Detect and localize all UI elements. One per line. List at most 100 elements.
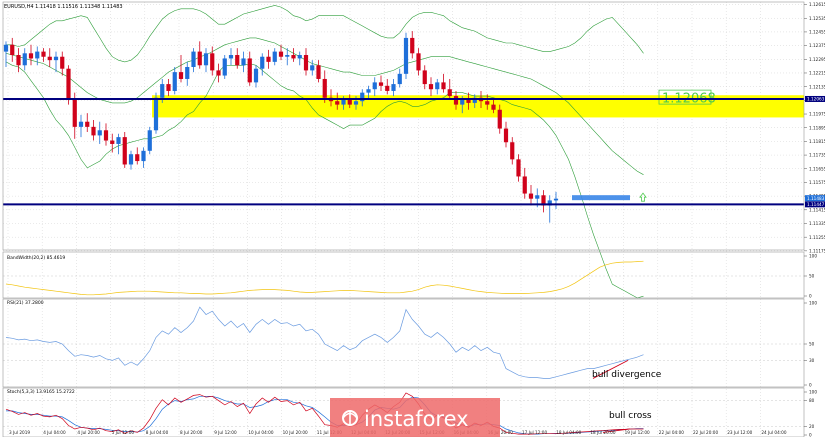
candle [428, 77, 434, 97]
time-tick-label: 11 Jul 12:00 [317, 430, 342, 435]
candle [278, 44, 284, 61]
candle-body [503, 128, 509, 143]
candle-body [85, 121, 90, 127]
candle [316, 60, 321, 83]
candle-body [516, 159, 521, 177]
candle [547, 195, 552, 223]
bollinger-upper [6, 5, 644, 63]
candle-body [303, 55, 309, 71]
candle-body [403, 37, 409, 74]
candle-body [53, 56, 59, 61]
price-tick-label: 1.11415 [809, 207, 825, 212]
candle [235, 48, 240, 69]
candle-body [285, 55, 290, 57]
price-tick-label: 1.11655 [809, 166, 825, 171]
candle-body [122, 137, 127, 165]
candle [253, 65, 259, 88]
candle-body [60, 56, 65, 69]
candle-body [41, 51, 46, 57]
indicator-tick-label: 20 [809, 424, 815, 429]
candle [141, 147, 146, 168]
candle [222, 55, 227, 79]
candle [3, 41, 9, 67]
price-tag-label: 1.11483 [807, 196, 825, 201]
candle-body [247, 58, 252, 83]
time-tick-label: 17 Jul 12:00 [522, 430, 547, 435]
candle [447, 78, 452, 100]
candle [541, 190, 546, 213]
candle [391, 78, 396, 97]
price-tick-label: 1.12135 [809, 84, 825, 89]
candle-body [153, 97, 159, 131]
candle-body [347, 99, 352, 105]
candle-body [78, 121, 84, 127]
indicator-tick-label: 50 [809, 342, 815, 347]
candle [360, 89, 365, 107]
price-tag [805, 95, 825, 102]
indicator-tick-label: 0 [809, 383, 812, 388]
indicator-tick-label: 80 [809, 398, 815, 403]
candle [72, 92, 77, 139]
indicator-panel-frame [2, 251, 805, 299]
candle [241, 51, 246, 73]
candle-body [47, 56, 52, 61]
watermark: instaforex [330, 398, 500, 437]
overlay: EURUSD,H4 1.11418 1.11516 1.11348 1.1148… [4, 4, 662, 421]
candle-body [535, 195, 540, 199]
indicator-tick-label: 0 [809, 294, 812, 299]
candle-body [172, 72, 177, 91]
candle-body [353, 101, 359, 105]
candle-body [28, 53, 34, 59]
current-price-highlight [572, 195, 630, 201]
zone-label-box [658, 89, 712, 105]
candle-body [391, 84, 396, 91]
candle-body [278, 51, 284, 57]
candle-body [222, 58, 227, 76]
candle [78, 114, 84, 138]
price-tick-label: 1.12455 [809, 30, 825, 35]
candle-body [72, 99, 77, 127]
main-panel-frame [2, 1, 805, 251]
candle-body [453, 96, 459, 105]
candle-body [147, 130, 152, 151]
price-tick-label: 1.12375 [809, 43, 825, 48]
candle [441, 73, 446, 93]
candle [216, 63, 221, 83]
indicator-tick-label: 100 [809, 254, 817, 259]
time-tick-label: 19 Jul 12:00 [625, 430, 650, 435]
candle-body [410, 37, 415, 54]
candle-body [435, 82, 440, 90]
support-zone: 1.12068 [152, 89, 804, 118]
candle [266, 49, 271, 69]
candle [410, 31, 415, 59]
price-tick-label: 1.11735 [809, 153, 825, 158]
time-tick-label: 4 Jul 20:00 [77, 430, 100, 435]
candle [403, 32, 409, 79]
candle-body [97, 130, 102, 136]
candle-body [141, 150, 146, 162]
candle [172, 66, 177, 95]
candle-body [291, 55, 296, 59]
candle [366, 85, 371, 100]
candle-body [385, 85, 390, 91]
candle-body [91, 126, 96, 136]
time-tick-label: 10 Jul 20:00 [283, 430, 308, 435]
candle-body [197, 51, 202, 66]
candle-body [22, 53, 27, 66]
candle [510, 137, 515, 165]
price-tick-label: 1.12535 [809, 16, 825, 21]
candle [385, 78, 390, 95]
time-tick-label: 22 Jul 04:00 [659, 430, 684, 435]
candle [185, 61, 190, 86]
candle [191, 48, 196, 73]
candle-body [472, 97, 477, 103]
time-tick-label: 16 Jul 20:00 [488, 430, 513, 435]
candle [378, 75, 384, 91]
candle-body [310, 65, 315, 71]
time-tick-label: 9 Jul 12:00 [214, 430, 237, 435]
candle-body [35, 51, 40, 59]
indicator-tick-label: 30 [809, 358, 815, 363]
candle [497, 104, 502, 134]
candle [110, 133, 115, 153]
rsi-line [5, 306, 644, 379]
